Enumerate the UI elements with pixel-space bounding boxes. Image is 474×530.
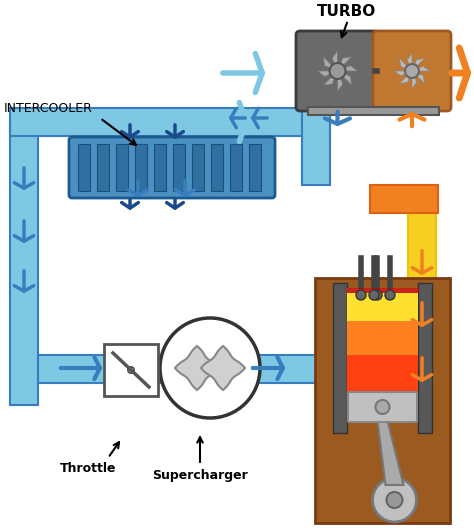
Circle shape xyxy=(356,290,366,300)
Circle shape xyxy=(329,63,346,79)
Polygon shape xyxy=(412,66,430,71)
Polygon shape xyxy=(135,144,147,191)
Polygon shape xyxy=(333,283,347,433)
Polygon shape xyxy=(347,288,418,321)
Circle shape xyxy=(375,400,390,414)
Polygon shape xyxy=(10,108,330,136)
Polygon shape xyxy=(97,144,109,191)
Polygon shape xyxy=(201,346,245,390)
Polygon shape xyxy=(10,118,38,405)
Polygon shape xyxy=(347,288,418,292)
Polygon shape xyxy=(337,71,352,85)
Polygon shape xyxy=(323,71,337,85)
Circle shape xyxy=(405,64,419,78)
FancyBboxPatch shape xyxy=(373,31,451,111)
Polygon shape xyxy=(412,58,425,71)
Text: Supercharger: Supercharger xyxy=(152,469,248,481)
Polygon shape xyxy=(173,144,185,191)
Polygon shape xyxy=(318,71,337,76)
Polygon shape xyxy=(116,144,128,191)
Polygon shape xyxy=(211,144,223,191)
Circle shape xyxy=(369,290,379,300)
Circle shape xyxy=(373,478,417,522)
FancyBboxPatch shape xyxy=(69,137,275,198)
Polygon shape xyxy=(412,71,425,84)
Text: INTERCOOLER: INTERCOOLER xyxy=(4,102,93,114)
Text: TURBO: TURBO xyxy=(318,4,377,20)
Circle shape xyxy=(160,318,260,418)
FancyBboxPatch shape xyxy=(348,392,417,422)
Polygon shape xyxy=(337,57,352,71)
Polygon shape xyxy=(337,66,357,71)
Circle shape xyxy=(385,290,395,300)
Polygon shape xyxy=(154,144,166,191)
Polygon shape xyxy=(377,421,403,485)
Polygon shape xyxy=(332,51,337,71)
Polygon shape xyxy=(249,144,261,191)
Polygon shape xyxy=(337,71,343,91)
Text: Throttle: Throttle xyxy=(60,462,116,474)
Polygon shape xyxy=(370,185,438,213)
Polygon shape xyxy=(308,107,439,115)
Polygon shape xyxy=(175,346,219,390)
Polygon shape xyxy=(347,321,418,355)
Polygon shape xyxy=(412,71,417,89)
Polygon shape xyxy=(399,58,412,71)
Polygon shape xyxy=(418,283,432,433)
Polygon shape xyxy=(407,53,412,71)
Polygon shape xyxy=(370,390,438,418)
FancyBboxPatch shape xyxy=(104,344,158,396)
Polygon shape xyxy=(394,71,412,76)
Polygon shape xyxy=(408,185,436,415)
Circle shape xyxy=(386,492,402,508)
Polygon shape xyxy=(399,71,412,84)
Polygon shape xyxy=(38,355,322,383)
Polygon shape xyxy=(78,144,90,191)
Polygon shape xyxy=(230,144,242,191)
FancyBboxPatch shape xyxy=(296,31,379,111)
Circle shape xyxy=(372,290,382,300)
Polygon shape xyxy=(302,108,330,185)
Polygon shape xyxy=(192,144,204,191)
Polygon shape xyxy=(347,355,418,398)
Polygon shape xyxy=(323,57,337,71)
Polygon shape xyxy=(315,278,450,523)
